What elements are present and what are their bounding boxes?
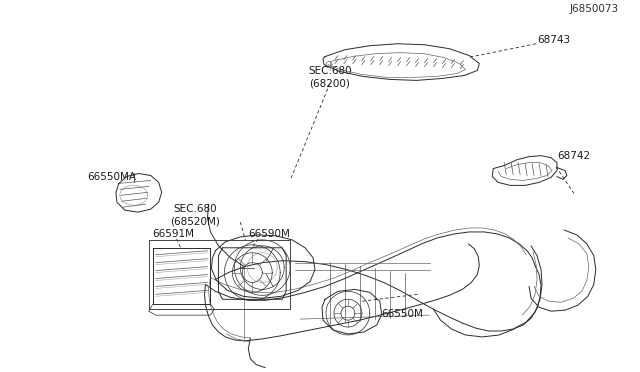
Text: 68742: 68742 <box>557 151 590 161</box>
Text: SEC.680
(68520M): SEC.680 (68520M) <box>171 204 221 226</box>
Text: J6850073: J6850073 <box>570 4 619 14</box>
Text: SEC.680
(68200): SEC.680 (68200) <box>308 66 352 89</box>
Text: 66550M: 66550M <box>381 309 424 319</box>
Text: 68743: 68743 <box>537 35 570 45</box>
Text: 66591M: 66591M <box>153 229 195 239</box>
Text: 66550MA: 66550MA <box>87 173 136 182</box>
Text: 66590M: 66590M <box>248 229 290 239</box>
